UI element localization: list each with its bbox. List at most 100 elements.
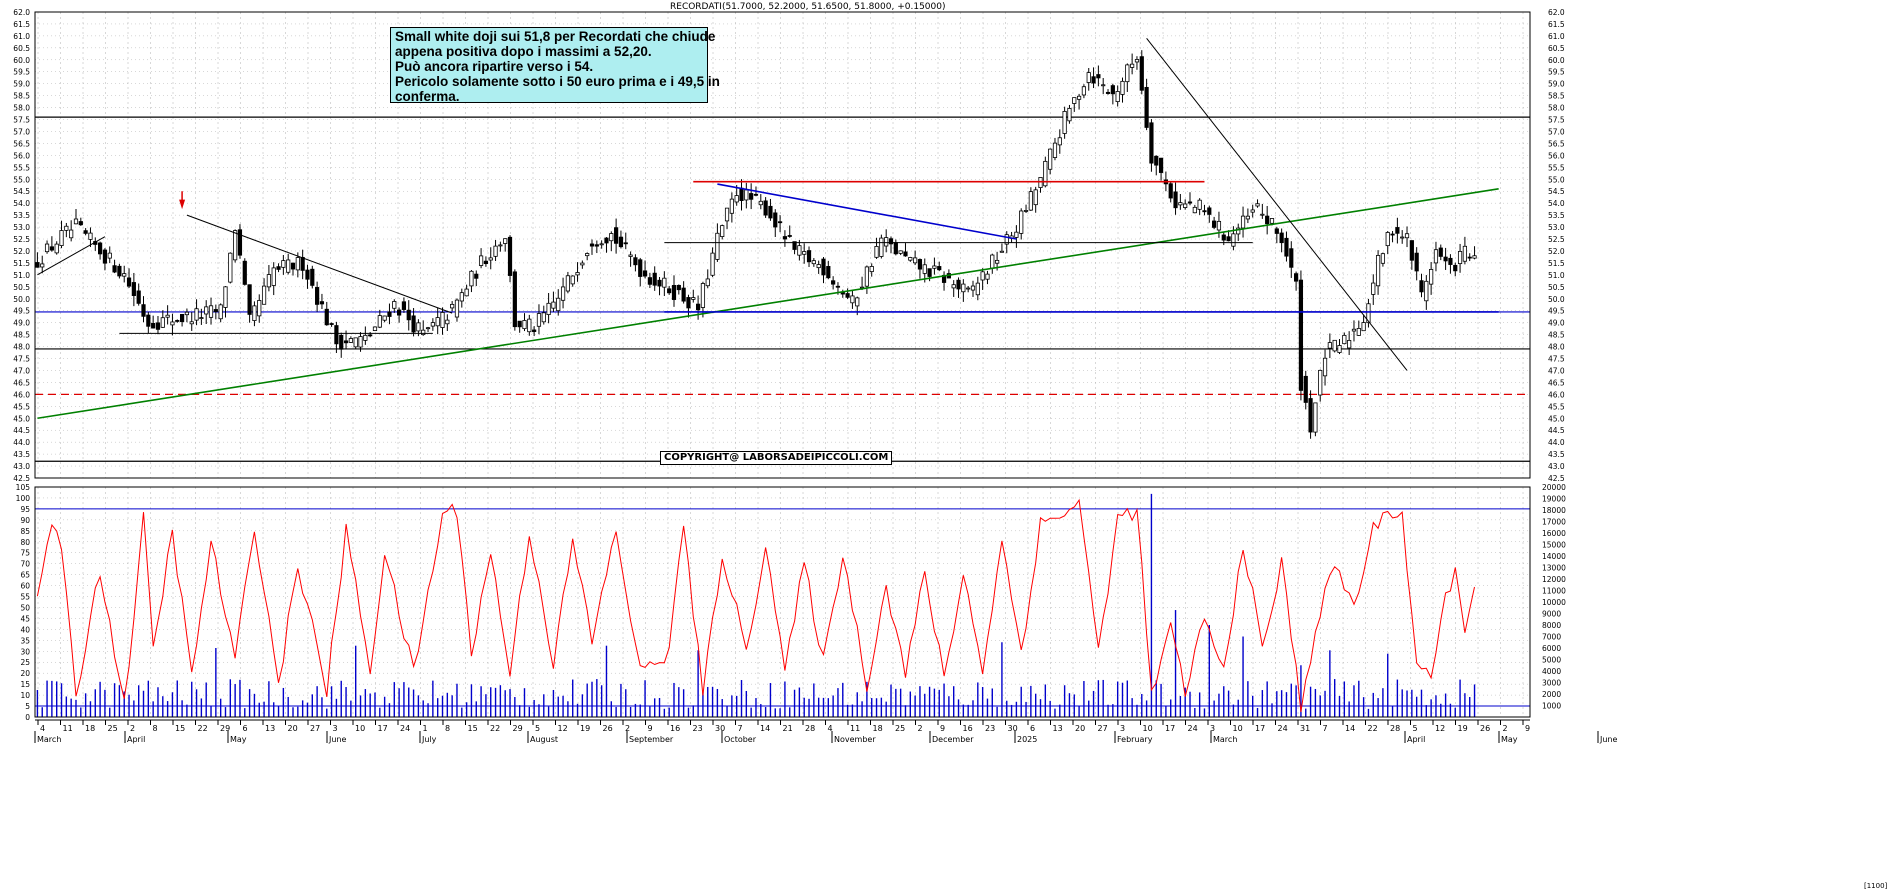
candle-body xyxy=(1048,148,1053,170)
osc-tick-left: 85 xyxy=(20,527,30,536)
candle-body xyxy=(551,301,556,309)
candle-body xyxy=(261,285,267,305)
candle-body xyxy=(951,284,956,289)
candle-body xyxy=(155,322,161,330)
week-label: 27 xyxy=(310,724,320,733)
price-tick-right: 57.0 xyxy=(1548,127,1565,136)
candle-body xyxy=(705,278,710,287)
week-label: 10 xyxy=(1143,724,1153,733)
price-tick-left: 45.0 xyxy=(13,414,30,423)
week-label: 16 xyxy=(670,724,680,733)
candle-body xyxy=(464,288,469,297)
candle-body xyxy=(252,305,257,321)
week-label: 8 xyxy=(445,724,450,733)
candle-body xyxy=(647,277,652,285)
oscillator-panel-frame xyxy=(34,486,1531,718)
candle-body xyxy=(937,266,942,271)
month-label: March xyxy=(37,735,61,744)
candle-body xyxy=(739,187,744,202)
price-tick-right: 50.5 xyxy=(1548,283,1565,292)
candle-body xyxy=(1342,334,1347,345)
candle-body xyxy=(1255,203,1260,207)
osc-tick-left: 50 xyxy=(20,603,30,612)
candle-body xyxy=(696,303,701,311)
week-label: 6 xyxy=(243,724,248,733)
price-tick-right: 54.0 xyxy=(1548,199,1565,208)
candle-body xyxy=(599,243,604,246)
candle-body xyxy=(536,313,542,327)
osc-tick-left: 5 xyxy=(25,702,30,711)
candle-body xyxy=(98,242,103,255)
candle-body xyxy=(503,238,508,244)
candle-body xyxy=(898,250,903,254)
candle-body xyxy=(218,304,223,320)
osc-tick-left: 55 xyxy=(20,593,30,602)
candle-body xyxy=(903,251,908,257)
candle-body xyxy=(614,227,619,244)
candle-body xyxy=(802,251,807,255)
candle-body xyxy=(387,311,392,317)
month-label: June xyxy=(328,735,347,744)
week-label: 10 xyxy=(1233,724,1243,733)
osc-tick-left: 45 xyxy=(20,614,30,623)
candle-body xyxy=(233,230,238,261)
candle-body xyxy=(146,314,151,327)
week-label: 24 xyxy=(400,724,410,733)
note-line-5: conferma. xyxy=(395,89,460,104)
candle-body xyxy=(1274,228,1279,234)
candle-body xyxy=(1351,328,1357,332)
week-label: 12 xyxy=(558,724,568,733)
week-label: 14 xyxy=(1345,724,1355,733)
week-label: 25 xyxy=(108,724,118,733)
candle-body xyxy=(1457,251,1463,265)
week-label: 25 xyxy=(895,724,905,733)
candle-body xyxy=(1462,245,1467,262)
candle-body xyxy=(995,259,1000,264)
candle-body xyxy=(749,193,754,200)
osc-tick-left: 105 xyxy=(16,483,31,492)
candle-body xyxy=(435,317,440,327)
volume-tick-right: 15000 xyxy=(1542,541,1566,550)
candle-body xyxy=(213,309,218,313)
month-label: June xyxy=(1599,735,1618,744)
candle-body xyxy=(54,243,59,254)
candle-body xyxy=(430,322,435,327)
candle-body xyxy=(1443,256,1448,262)
candle-body xyxy=(73,218,79,225)
candle-body xyxy=(700,283,706,308)
candle-body xyxy=(715,232,720,260)
candle-body xyxy=(1091,76,1096,84)
week-label: 24 xyxy=(1278,724,1288,733)
price-tick-left: 44.0 xyxy=(13,438,30,447)
week-label: 18 xyxy=(873,724,883,733)
month-label: April xyxy=(1407,735,1425,744)
volume-tick-right: 14000 xyxy=(1542,552,1566,561)
candle-body xyxy=(1038,177,1043,188)
candle-body xyxy=(382,315,387,321)
price-tick-left: 56.5 xyxy=(13,139,30,148)
week-label: 13 xyxy=(265,724,275,733)
candle-body xyxy=(1269,218,1275,224)
candle-body xyxy=(1178,202,1183,206)
candle-body xyxy=(40,263,45,268)
week-label: 9 xyxy=(648,724,653,733)
candle-body xyxy=(1250,209,1255,213)
price-tick-right: 46.5 xyxy=(1548,378,1565,387)
candle-body xyxy=(787,235,792,237)
candle-body xyxy=(729,198,734,214)
price-tick-right: 59.0 xyxy=(1548,80,1565,89)
price-tick-left: 60.5 xyxy=(13,44,30,53)
candle-body xyxy=(266,274,271,288)
candle-body xyxy=(290,262,296,270)
candle-body xyxy=(970,285,976,291)
volume-tick-right: 1000 xyxy=(1542,702,1561,711)
week-label: 22 xyxy=(198,724,208,733)
price-tick-left: 61.5 xyxy=(13,20,30,29)
candle-body xyxy=(1356,328,1361,336)
week-label: 1 xyxy=(423,724,428,733)
copyright-label: COPYRIGHT@ LABORSADEIPICCOLI.COM xyxy=(660,451,893,465)
price-tick-left: 51.5 xyxy=(13,259,30,268)
candle-body xyxy=(811,260,816,265)
candle-body xyxy=(107,252,112,259)
osc-tick-left: 10 xyxy=(20,691,30,700)
